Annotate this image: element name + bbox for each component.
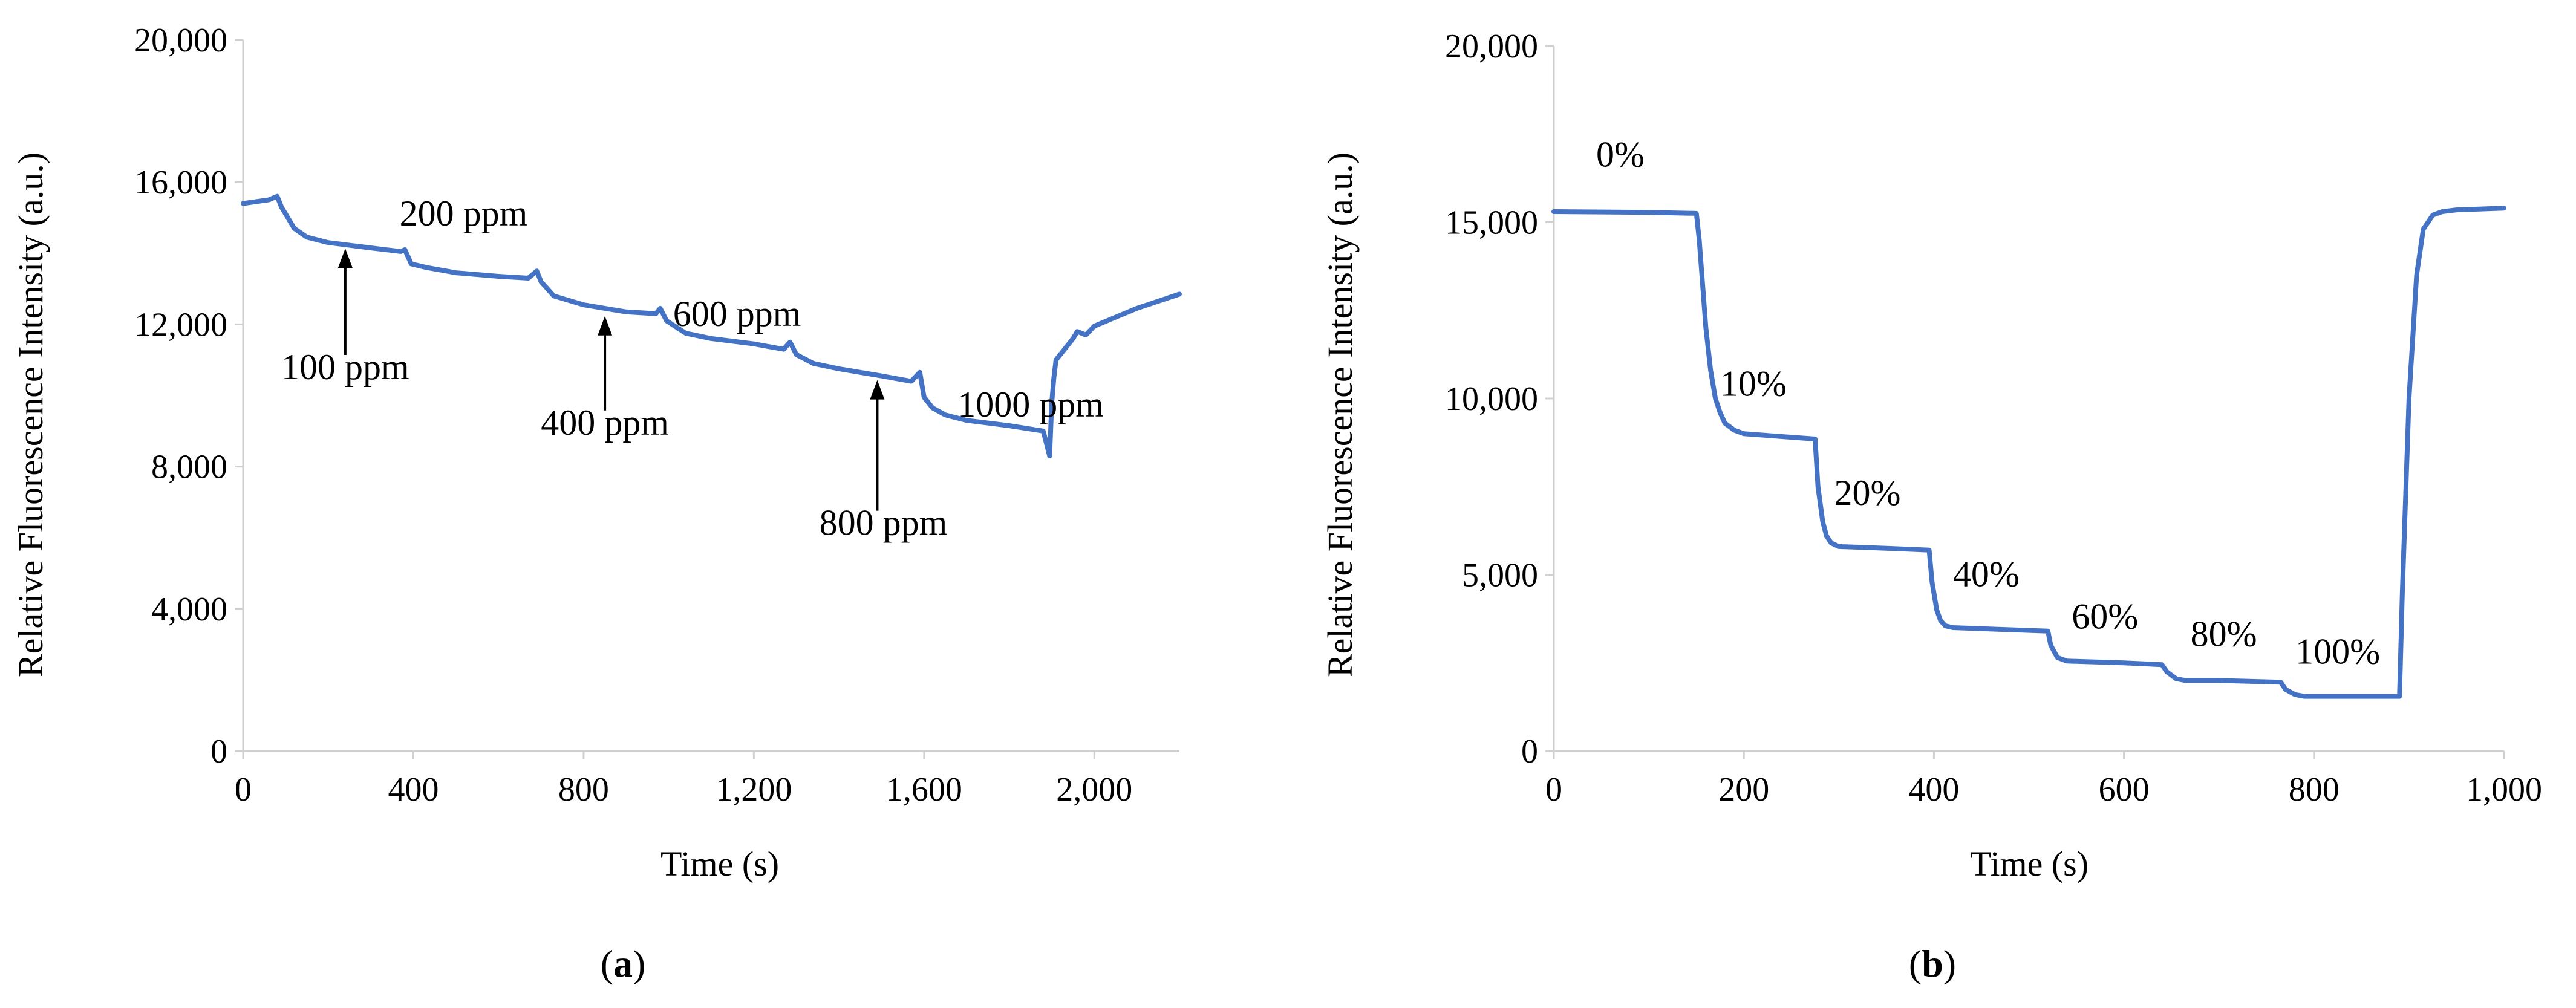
panel-b-caption: (b) [1909, 942, 1956, 985]
panel-b-x-tick-label: 200 [1718, 771, 1769, 808]
annotation-label: 40% [1953, 554, 2020, 594]
panel-b-series-line [1551, 206, 2506, 699]
panel-a-caption: (a) [601, 942, 646, 985]
panel-a-caption-close: ) [633, 942, 645, 985]
panel-b-x-tick-label: 600 [2099, 771, 2150, 808]
annotation-label: 400 ppm [541, 403, 669, 443]
panel-a-x-tick-label: 1,200 [716, 771, 792, 808]
panel-b: Relative Fluorescence Intensity (a.u.) 0… [1320, 28, 2542, 985]
panel-b-annotations: 0% 10% 20% 40% 60% 80% 100% [1596, 135, 2380, 672]
panel-a-x-tick-label: 800 [558, 771, 609, 808]
annotation-label: 60% [2072, 596, 2138, 636]
panel-a-y-tick-label: 4,000 [151, 591, 227, 628]
annotation-label: 80% [2191, 614, 2257, 654]
panel-a-x-ticks: 0 400 800 1,200 1,600 2,000 [235, 751, 1132, 808]
panel-a-ylabel: Relative Fluorescence Intensity (a.u.) [11, 152, 50, 677]
panel-b-y-tick-label: 20,000 [1445, 28, 1538, 65]
panel-b-y-tick-label: 5,000 [1462, 557, 1538, 594]
annotation-arrow-head [870, 380, 885, 400]
panel-a-caption-open: ( [601, 942, 613, 985]
panel-a-annotations: 100 ppm 200 ppm 400 ppm 600 ppm 800 ppm 1000 … [281, 193, 1104, 543]
annotation-arrow-head [598, 316, 613, 336]
annotation-label: 1000 ppm [957, 385, 1104, 424]
panel-b-x-tick-label: 800 [2289, 771, 2340, 808]
panel-a-x-tick-label: 1,600 [886, 771, 962, 808]
panel-a-series-line [241, 193, 1182, 458]
annotation-label: 0% [1596, 135, 1645, 175]
panel-a: Relative Fluorescence Intensity (a.u.) 0… [11, 22, 1182, 985]
panel-b-caption-open: ( [1909, 942, 1922, 985]
panel-a-y-tick-label: 16,000 [134, 164, 227, 201]
panel-b-y-tick-label: 10,000 [1445, 380, 1538, 418]
annotation-label: 800 ppm [820, 503, 948, 543]
panel-a-x-tick-label: 0 [235, 771, 252, 808]
panel-b-y-ticks: 0 5,000 10,000 15,000 20,000 [1445, 28, 1554, 770]
panel-b-caption-letter: b [1922, 942, 1943, 985]
panel-a-x-tick-label: 400 [388, 771, 439, 808]
panel-a-caption-letter: a [613, 942, 633, 985]
panel-b-y-tick-label: 15,000 [1445, 204, 1538, 242]
panel-b-ylabel: Relative Fluorescence Intensity (a.u.) [1320, 152, 1360, 677]
panel-a-x-tick-label: 2,000 [1056, 771, 1132, 808]
panel-b-x-tick-label: 0 [1545, 771, 1562, 808]
annotation-label: 200 ppm [400, 193, 528, 233]
annotation-label: 100 ppm [281, 347, 409, 387]
panel-b-x-tick-label: 400 [1908, 771, 1959, 808]
panel-a-y-tick-label: 8,000 [151, 449, 227, 486]
panel-b-y-tick-label: 0 [1521, 733, 1538, 770]
panel-a-y-tick-label: 12,000 [134, 306, 227, 343]
panel-a-y-ticks: 0 4,000 8,000 12,000 16,000 20,000 [134, 22, 243, 770]
annotation-label: 100% [2295, 632, 2380, 672]
panel-b-x-ticks: 0 200 400 600 800 1,000 [1545, 751, 2542, 808]
annotation-label: 10% [1720, 363, 1787, 403]
panel-a-y-tick-label: 0 [210, 733, 227, 770]
panel-a-y-tick-label: 20,000 [134, 22, 227, 59]
annotation-label: 600 ppm [673, 294, 801, 334]
panel-a-xlabel: Time (s) [660, 844, 779, 883]
annotation-label: 20% [1834, 473, 1900, 513]
panel-b-x-tick-label: 1,000 [2466, 771, 2542, 808]
panel-b-caption-close: ) [1943, 942, 1956, 985]
panel-b-xlabel: Time (s) [1970, 844, 2089, 883]
annotation-arrow-head [337, 249, 353, 268]
